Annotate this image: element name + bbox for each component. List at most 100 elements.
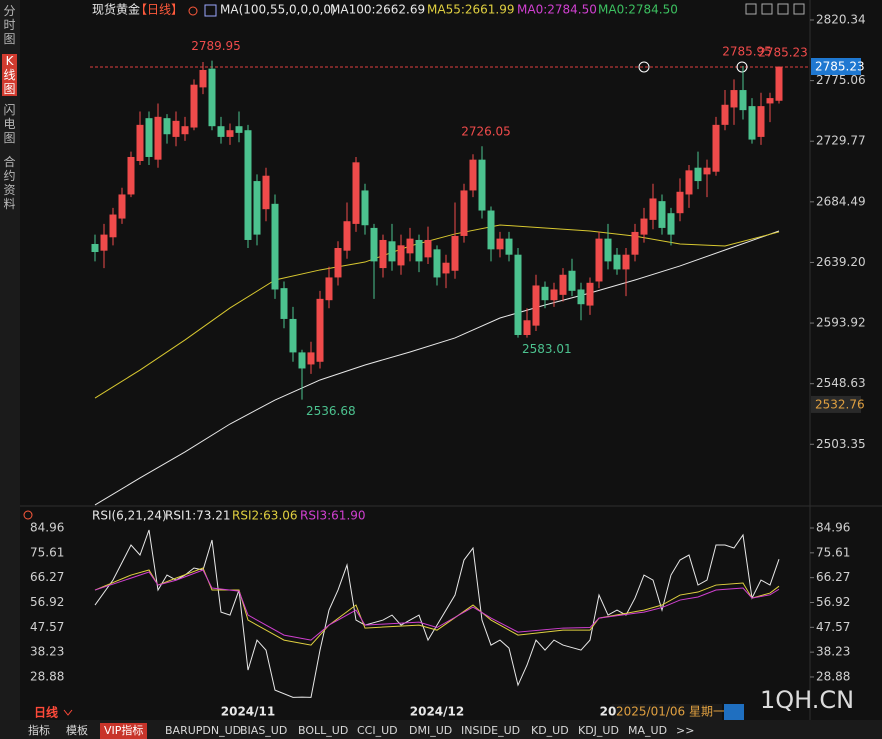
- sidebar-bg: [0, 0, 20, 739]
- y-tick-label: 56.92: [30, 595, 64, 609]
- candle-body: [100, 234, 108, 251]
- candle-body: [127, 156, 135, 195]
- candle-body: [208, 68, 216, 127]
- toolbar-tab[interactable]: >>: [676, 724, 695, 737]
- y-tick-label: 66.27: [30, 570, 64, 584]
- sidebar-tab[interactable]: 合约资料: [3, 155, 16, 211]
- candle-body: [676, 191, 684, 214]
- candle-body: [775, 66, 783, 101]
- candle-body: [451, 235, 459, 271]
- candle-body: [145, 118, 153, 157]
- control-icon[interactable]: [761, 3, 773, 15]
- toolbar-tab[interactable]: BIAS_UD: [240, 724, 288, 737]
- candle-body: [514, 254, 522, 335]
- legend-entry: MA55:2661.99: [427, 3, 515, 17]
- x-tick-label: 2024/11: [221, 705, 275, 719]
- rsi-title: RSI(6,21,24): [92, 509, 167, 523]
- control-icon[interactable]: [777, 3, 789, 15]
- period-arrow[interactable]: [63, 709, 73, 716]
- toolbar-tab[interactable]: INSIDE_UD: [461, 724, 521, 737]
- candle-body: [604, 238, 612, 262]
- candle-body: [280, 288, 288, 319]
- candle-body: [136, 124, 144, 161]
- candle-body: [118, 194, 126, 219]
- y-tick-label: 2503.35: [816, 437, 866, 451]
- candle-body: [613, 254, 621, 270]
- y-tick-label: 84.96: [816, 520, 850, 534]
- toolbar-tab[interactable]: DMI_UD: [409, 724, 453, 737]
- candle-body: [622, 254, 630, 270]
- candle-body: [631, 231, 639, 255]
- toolbar-tab[interactable]: MA_UD: [628, 724, 668, 737]
- candle-body: [289, 318, 297, 353]
- candle-body: [595, 238, 603, 282]
- candle-body: [181, 126, 189, 135]
- candle-body: [253, 181, 261, 235]
- x-tick-label: 2024/12: [410, 705, 464, 719]
- sidebar-tab[interactable]: 分时图: [3, 4, 16, 46]
- price-annotation: 2536.68: [306, 404, 356, 418]
- y-tick-label: 28.88: [816, 669, 850, 683]
- rsi-line: [94, 529, 780, 698]
- toolbar-tab[interactable]: 指标: [28, 724, 50, 737]
- candle-body: [316, 298, 324, 362]
- add-icon[interactable]: [188, 6, 198, 16]
- candle-body: [478, 159, 486, 211]
- candle-body: [217, 126, 225, 137]
- y-tick-label: 66.27: [816, 570, 850, 584]
- candle-body: [307, 352, 315, 365]
- toolbar-tab[interactable]: KDJ_UD: [578, 724, 619, 737]
- candle-body: [361, 190, 369, 226]
- legend-entry: RSI2:63.06: [232, 509, 298, 523]
- line-handle: [736, 61, 748, 73]
- candle-body: [397, 245, 405, 266]
- price-annotation: 2583.01: [522, 342, 572, 356]
- candle-body: [415, 239, 423, 262]
- candle-body: [658, 201, 666, 228]
- legend-entry: MA0:2784.50: [517, 3, 597, 17]
- candle-body: [487, 210, 495, 250]
- toolbar-tab[interactable]: KD_UD: [531, 724, 569, 737]
- ma-line: [94, 230, 780, 506]
- candle-body: [703, 167, 711, 175]
- last-price-label: 2785.23: [815, 59, 865, 73]
- indicator-icon[interactable]: [204, 4, 217, 17]
- candle-body: [649, 198, 657, 220]
- candle-body: [154, 116, 162, 160]
- sidebar-tab[interactable]: 闪电图: [3, 103, 16, 145]
- candle-body: [505, 238, 513, 255]
- sidebar-tab[interactable]: K线图: [2, 54, 17, 96]
- y-tick-label: 47.57: [30, 620, 64, 634]
- marker-price-box: [811, 395, 861, 413]
- candle-body: [262, 175, 270, 210]
- y-tick-label: 38.23: [30, 645, 64, 659]
- rsi-icon[interactable]: [23, 510, 33, 520]
- candle-body: [739, 90, 747, 111]
- toolbar-tab[interactable]: BARUPDN_UD: [165, 724, 242, 737]
- toolbar-tab[interactable]: VIP指标: [100, 723, 148, 739]
- toolbar-tab[interactable]: CCI_UD: [357, 724, 398, 737]
- candle-body: [379, 239, 387, 269]
- toolbar-tab[interactable]: 模板: [66, 724, 88, 737]
- control-icon[interactable]: [793, 3, 805, 15]
- y-tick-label: 38.23: [816, 645, 850, 659]
- candle-body: [748, 106, 756, 140]
- price-annotation: 2726.05: [461, 125, 511, 139]
- last-price-box: [811, 57, 861, 75]
- period-label[interactable]: 日线: [34, 705, 58, 720]
- candle-body: [523, 320, 531, 335]
- chart-title: 现货黄金: [92, 2, 140, 17]
- control-icon[interactable]: [745, 3, 757, 15]
- candle-body: [667, 213, 675, 235]
- toolbar-tab[interactable]: BOLL_UD: [298, 724, 349, 737]
- price-annotation: 2789.95: [191, 39, 241, 53]
- candle-body: [298, 352, 306, 369]
- legend-entry: MA100:2662.69: [330, 3, 425, 17]
- candle-body: [406, 238, 414, 254]
- candle-body: [172, 120, 180, 137]
- candle-body: [343, 221, 351, 251]
- y-tick-label: 75.61: [30, 545, 64, 559]
- y-tick-label: 2593.92: [816, 316, 866, 330]
- price-annotation: 2785.95: [722, 45, 772, 59]
- candle-body: [694, 167, 702, 182]
